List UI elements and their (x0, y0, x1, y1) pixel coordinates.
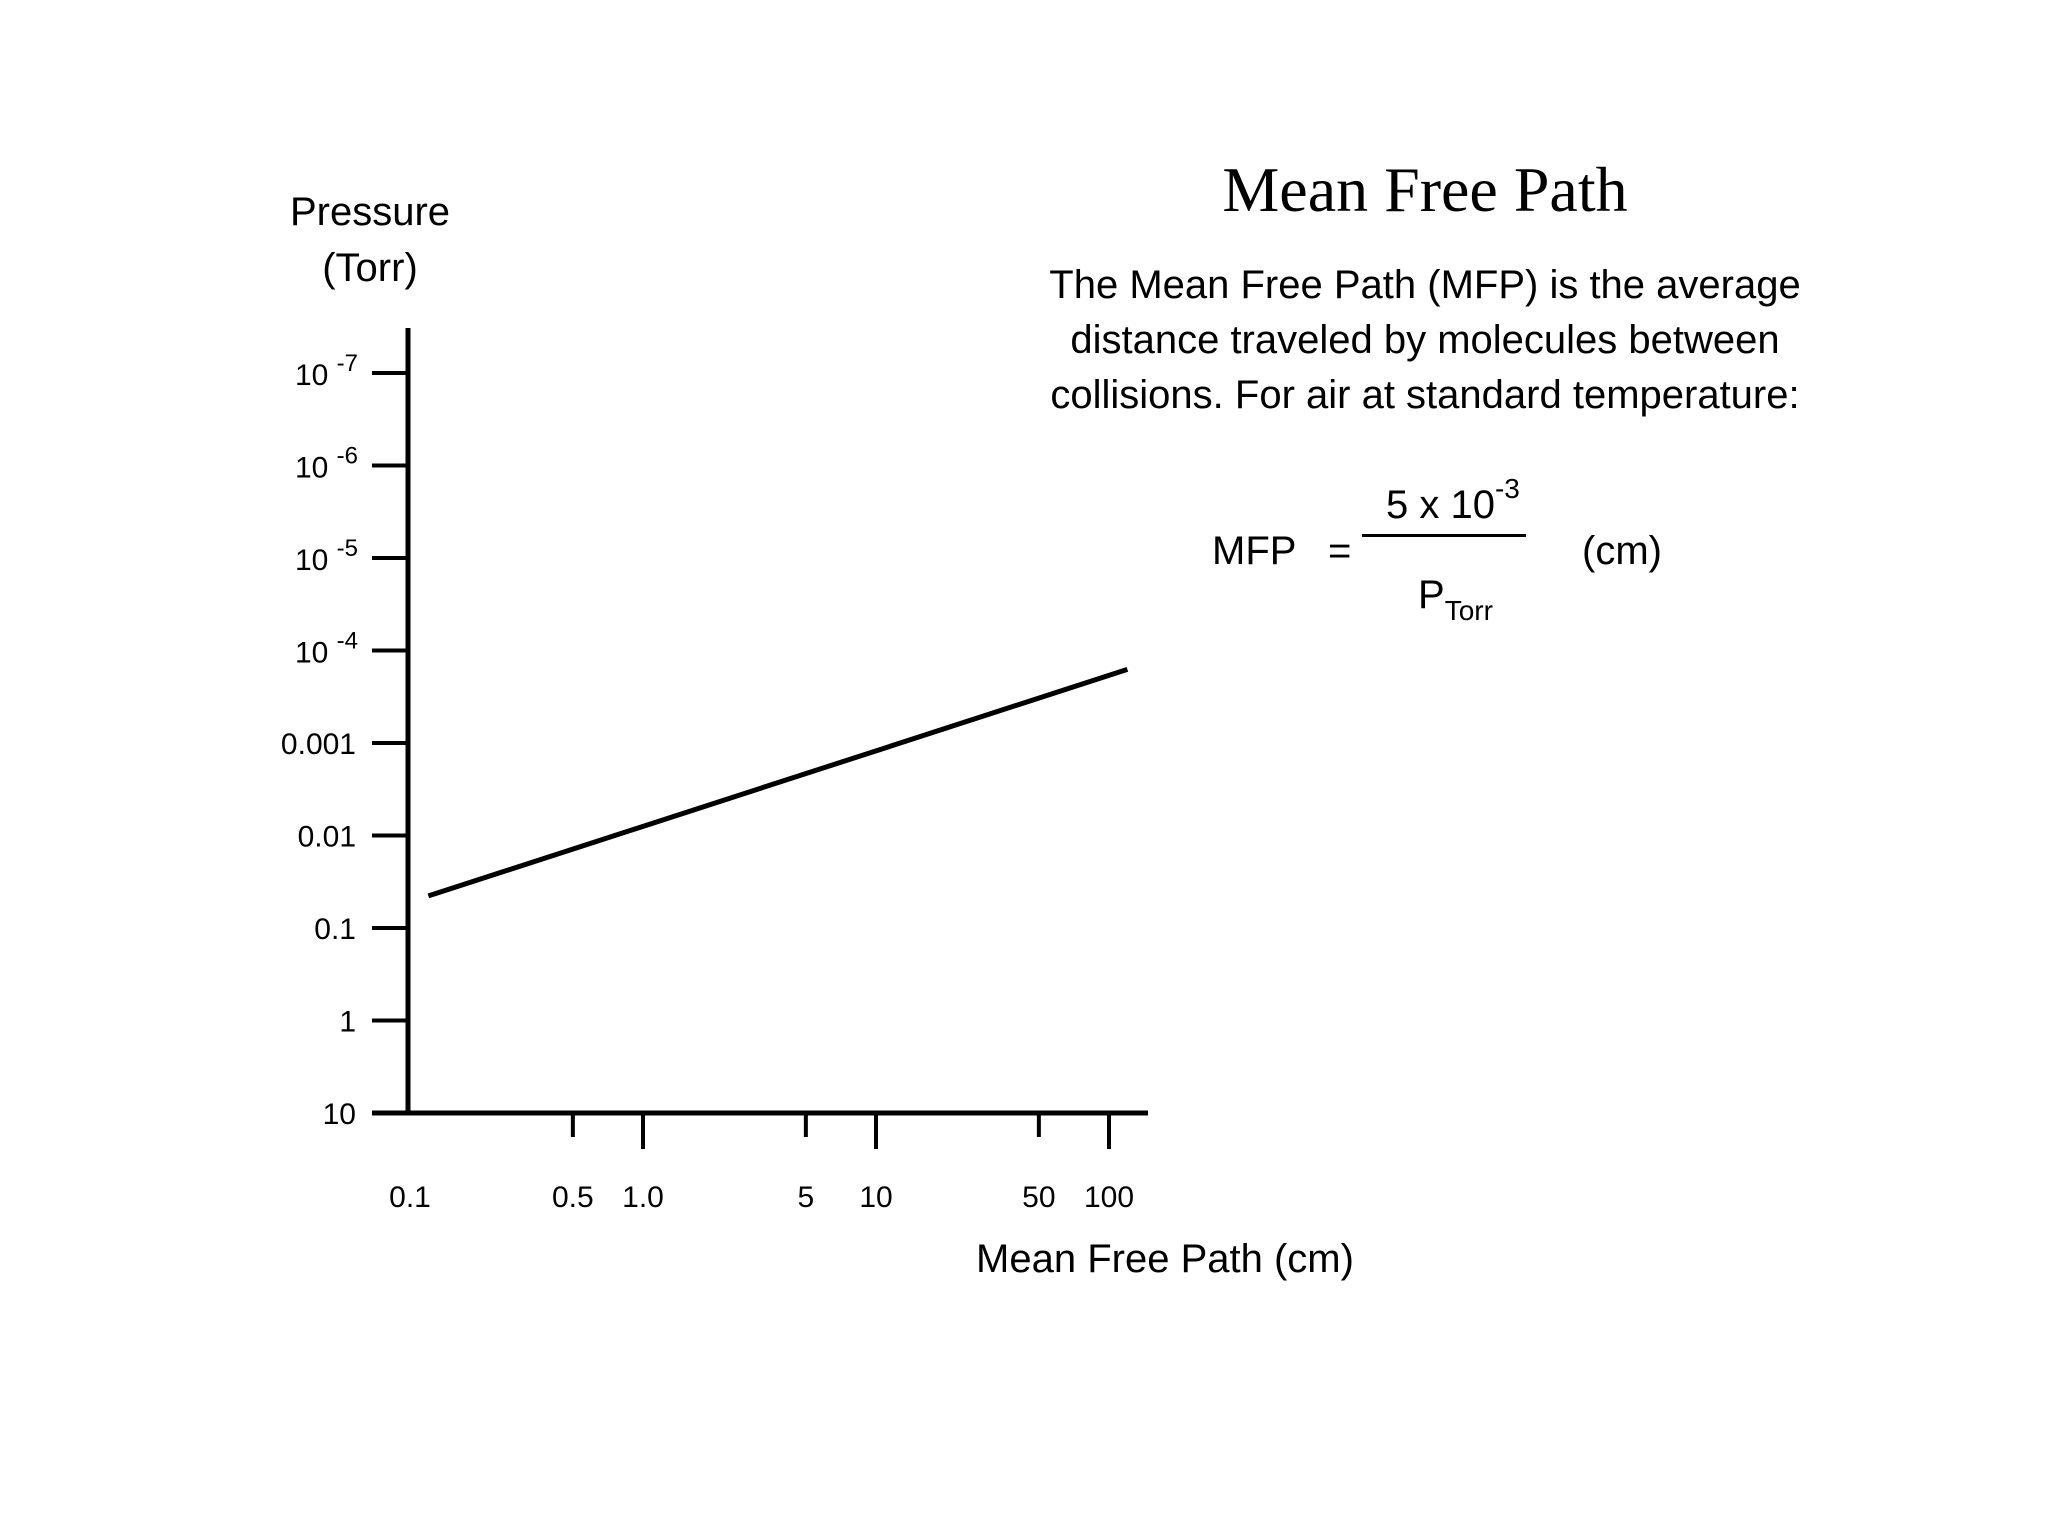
description-line-3: collisions. For air at standard temperat… (1050, 373, 1800, 417)
description-line-1: The Mean Free Path (MFP) is the average (1049, 263, 1801, 307)
y-tick-label: 10 -7 (295, 350, 358, 392)
info-title: Mean Free Path (1222, 154, 1628, 225)
y-axis-title-line: Pressure (290, 190, 450, 234)
x-tick-label: 0.1 (389, 1181, 431, 1214)
y-tick-label-exponent: -7 (337, 350, 358, 377)
equation-equals: = (1328, 529, 1352, 573)
x-tick-label: 10 (859, 1181, 892, 1214)
y-tick-label: 1 (339, 1006, 356, 1039)
numerator-exponent: -3 (1494, 473, 1520, 504)
y-tick-label-base: 10 (295, 359, 337, 392)
y-tick-label: 10 (323, 1098, 356, 1131)
y-tick-label-base: 10 (295, 637, 337, 670)
y-tick-label: 10 -6 (295, 443, 358, 485)
denominator-base: P (1418, 573, 1445, 617)
y-tick-label: 0.1 (314, 913, 356, 946)
info-description: The Mean Free Path (MFP) is the average … (1000, 258, 1850, 423)
x-tick-label: 1.0 (622, 1181, 664, 1214)
x-tick-label: 0.5 (552, 1181, 594, 1214)
equation-unit: (cm) (1582, 529, 1662, 573)
description-line-2: distance traveled by molecules between (1070, 318, 1780, 362)
denominator-subscript: Torr (1444, 595, 1493, 626)
y-tick-label-exponent: -4 (337, 628, 358, 655)
y-tick-label: 10 -4 (295, 628, 358, 670)
x-tick-label: 5 (798, 1181, 815, 1214)
y-tick-label-exponent: -5 (337, 535, 358, 562)
y-tick-label-base: 10 (295, 452, 337, 485)
equation-numerator: 5 x 10-3 (1386, 473, 1520, 532)
x-tick-label: 50 (1022, 1181, 1055, 1214)
equation-lhs: MFP (1212, 529, 1297, 573)
series-line (427, 667, 1129, 899)
y-tick-label: 0.01 (298, 821, 356, 854)
y-tick-label: 10 -5 (295, 535, 358, 577)
y-axis-title-line: (Torr) (322, 246, 418, 290)
x-axis-title: Mean Free Path (cm) (976, 1237, 1354, 1281)
y-axis-title: Pressure (Torr) (290, 190, 450, 290)
equation-denominator: PTorr (1418, 572, 1493, 626)
fraction-bar (1362, 534, 1526, 537)
numerator-base: 5 x 10 (1386, 483, 1495, 527)
y-tick-label-exponent: -6 (337, 443, 358, 470)
y-tick-label-base: 10 (295, 544, 337, 577)
x-tick-label: 100 (1084, 1181, 1134, 1214)
y-tick-label: 0.001 (281, 728, 356, 761)
